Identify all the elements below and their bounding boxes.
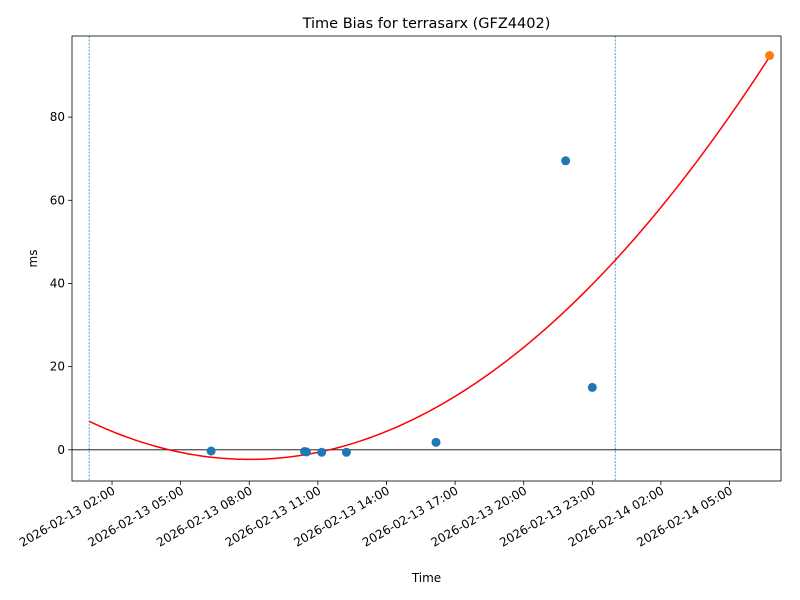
chart-title: Time Bias for terrasarx (GFZ4402) (302, 16, 551, 32)
data-point (301, 447, 311, 457)
plot-area (72, 36, 781, 481)
y-tick-label: 0 (57, 443, 65, 457)
y-axis: 0 20 40 60 80 (50, 110, 72, 457)
y-axis-title: ms (26, 250, 40, 268)
x-axis-title: Time (411, 571, 441, 585)
fit-curve (88, 56, 771, 461)
y-tick-label: 80 (50, 110, 65, 124)
y-tick-label: 60 (50, 193, 65, 207)
y-tick-label: 40 (50, 276, 65, 290)
data-point (561, 156, 571, 166)
data-point (206, 446, 216, 456)
data-point (317, 447, 327, 457)
data-point (341, 447, 351, 457)
plot-frame (71, 35, 782, 482)
predicted-point (765, 51, 775, 61)
data-point (587, 382, 597, 392)
y-tick-label: 20 (50, 360, 65, 374)
data-point (431, 437, 441, 447)
